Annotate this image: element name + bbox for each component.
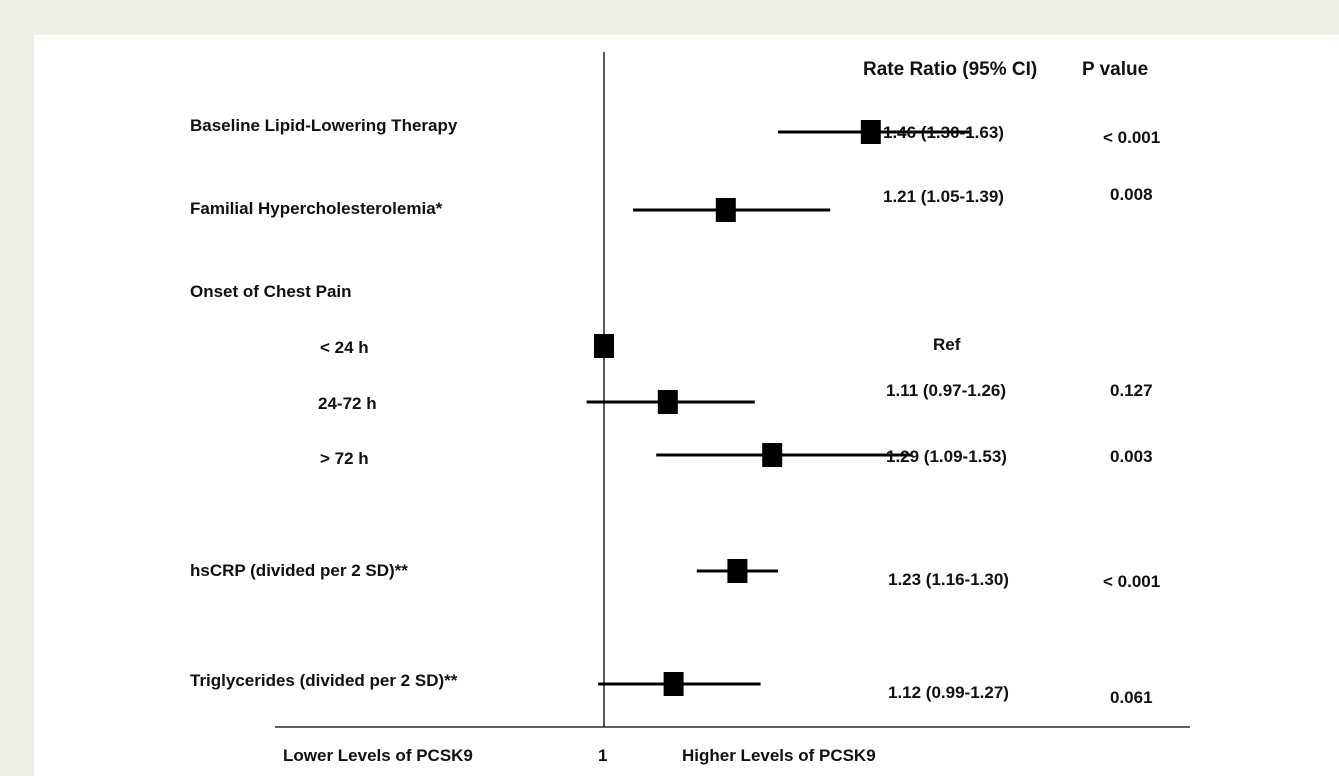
p-value-text: < 0.001 <box>1103 572 1161 591</box>
estimate-text: 1.23 (1.16-1.30) <box>888 570 1009 589</box>
estimate-text: Ref <box>933 335 961 354</box>
row-label: < 24 h <box>320 338 369 357</box>
p-value-text: 0.008 <box>1110 185 1153 204</box>
group-header-label: Onset of Chest Pain <box>190 282 352 301</box>
point-estimate-marker <box>594 334 614 358</box>
row-label: hsCRP (divided per 2 SD)** <box>190 561 408 580</box>
point-estimate-marker <box>860 120 881 144</box>
estimate-text: 1.11 (0.97-1.26) <box>886 381 1007 400</box>
axis-left-label: Lower Levels of PCSK9 <box>283 746 473 765</box>
row-label: 24-72 h <box>318 394 377 413</box>
estimate-text: 1.21 (1.05-1.39) <box>883 187 1004 206</box>
point-estimate-marker <box>715 198 736 222</box>
point-estimate-marker <box>657 390 678 414</box>
p-value-column-header: P value <box>1082 59 1149 80</box>
chart-panel <box>34 35 1339 776</box>
row-label: Triglycerides (divided per 2 SD)** <box>190 671 458 690</box>
axis-right-label: Higher Levels of PCSK9 <box>682 746 876 765</box>
p-value-text: < 0.001 <box>1103 128 1161 147</box>
p-value-text: 0.061 <box>1110 688 1153 707</box>
axis-center-label: 1 <box>598 746 608 765</box>
estimate-text: 1.46 (1.30-1.63) <box>883 123 1004 142</box>
row-label: Baseline Lipid-Lowering Therapy <box>190 116 458 135</box>
row-label: > 72 h <box>320 449 369 468</box>
point-estimate-marker <box>762 443 783 467</box>
row-label: Familial Hypercholesterolemia* <box>190 199 443 218</box>
estimate-text: 1.12 (0.99-1.27) <box>888 683 1009 702</box>
p-value-text: 0.127 <box>1110 381 1153 400</box>
estimate-column-header: Rate Ratio (95% CI) <box>863 59 1038 80</box>
estimate-text: 1.29 (1.09-1.53) <box>886 447 1007 466</box>
point-estimate-marker <box>663 672 684 696</box>
point-estimate-marker <box>727 559 748 583</box>
p-value-text: 0.003 <box>1110 447 1153 466</box>
